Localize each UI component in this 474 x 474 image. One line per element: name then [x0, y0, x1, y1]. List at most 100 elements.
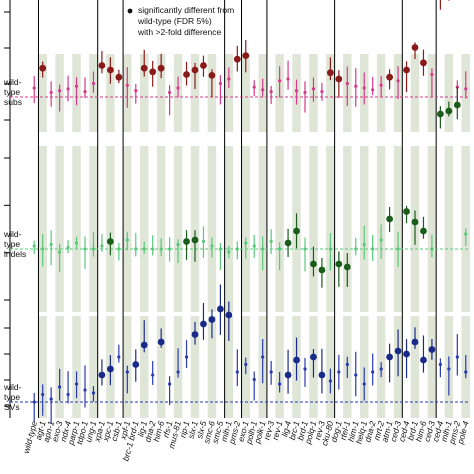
data-point — [343, 263, 351, 271]
data-point — [252, 377, 256, 382]
band — [72, 316, 81, 418]
data-point — [218, 247, 222, 251]
group-separators — [9, 0, 437, 418]
data-point — [183, 71, 190, 78]
band — [89, 54, 98, 132]
data-point — [269, 370, 273, 374]
data-point — [83, 388, 87, 392]
data-point — [328, 379, 332, 383]
band — [140, 316, 149, 418]
x-tick-label: rev-1 — [270, 420, 285, 441]
band — [224, 316, 234, 418]
legend-line-1: significantly different from — [138, 5, 234, 15]
data-point — [176, 370, 180, 374]
x-tick-label: agt-1 — [33, 420, 48, 441]
data-point — [49, 397, 53, 401]
data-point — [303, 367, 307, 371]
data-point — [386, 73, 394, 81]
data-point — [74, 84, 79, 88]
data-point — [157, 338, 165, 346]
data-point — [453, 101, 461, 109]
data-point — [386, 215, 394, 223]
data-point — [261, 355, 265, 359]
band — [427, 316, 437, 418]
band — [224, 54, 234, 132]
data-point — [420, 227, 427, 235]
data-point — [411, 338, 419, 346]
data-point — [261, 88, 265, 92]
data-point — [269, 90, 273, 94]
data-point — [191, 66, 199, 74]
data-point — [191, 331, 199, 338]
data-point — [74, 382, 79, 386]
data-point — [345, 362, 349, 367]
data-point — [200, 62, 207, 69]
data-point — [311, 87, 316, 91]
band — [173, 146, 183, 312]
band — [410, 316, 420, 418]
data-point — [106, 365, 114, 373]
data-point — [49, 242, 53, 247]
data-point — [411, 44, 419, 51]
band — [444, 146, 454, 312]
y-label: wild- — [3, 77, 22, 87]
band — [444, 54, 454, 132]
data-point — [379, 83, 383, 87]
data-point — [106, 66, 114, 74]
data-point — [464, 87, 468, 91]
data-point — [117, 355, 121, 359]
data-point — [284, 239, 292, 247]
data-point — [420, 59, 427, 67]
data-point — [191, 236, 199, 244]
legend-line-3: with >2-fold difference — [137, 27, 222, 37]
data-point — [98, 62, 106, 69]
y-label: wild- — [3, 229, 22, 239]
data-point — [208, 72, 216, 79]
data-point — [134, 89, 138, 93]
data-point — [91, 391, 96, 395]
band — [309, 146, 318, 312]
data-point — [208, 316, 216, 323]
band — [410, 54, 420, 132]
data-point — [32, 400, 36, 404]
data-point — [132, 361, 140, 368]
band — [326, 316, 335, 418]
band — [241, 146, 250, 312]
data-point — [303, 90, 307, 95]
band — [89, 316, 98, 418]
band — [326, 54, 335, 132]
data-point — [362, 242, 366, 247]
data-point — [278, 247, 282, 251]
data-point — [310, 260, 317, 268]
data-point — [278, 382, 282, 386]
data-point — [210, 244, 214, 248]
data-point — [39, 64, 47, 72]
band — [156, 316, 166, 418]
data-point — [354, 373, 358, 377]
band — [190, 146, 200, 312]
data-point — [386, 353, 394, 361]
x-tick-label: rip-1 — [177, 420, 191, 439]
band — [106, 54, 115, 132]
x-tick-label: lig-4 — [279, 420, 293, 438]
band — [72, 146, 81, 312]
data-point — [371, 247, 375, 251]
data-point — [91, 81, 96, 86]
legend-marker — [127, 8, 133, 14]
data-point — [269, 239, 273, 244]
data-point — [83, 247, 87, 251]
data-point — [293, 356, 300, 364]
data-point — [445, 107, 453, 115]
data-point — [354, 84, 358, 88]
band — [38, 316, 47, 418]
band — [55, 316, 64, 418]
data-point — [140, 341, 148, 349]
data-point — [201, 239, 206, 244]
x-tick-label: brd-1 — [295, 420, 310, 441]
y-label: indels — [4, 249, 26, 259]
data-point — [318, 371, 326, 379]
data-point — [227, 250, 231, 254]
data-point — [464, 370, 468, 374]
legend: significantly different from wild-type (… — [127, 5, 234, 37]
